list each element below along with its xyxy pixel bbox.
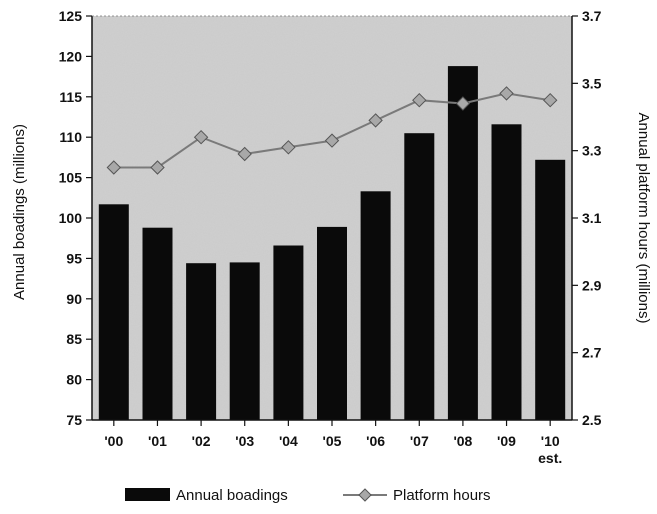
- x-tick-label-9: '09: [497, 433, 516, 449]
- bar-2: [186, 263, 217, 420]
- y-axis-title: Annual boadings (millions): [11, 124, 28, 300]
- left-tick-label-2: 85: [66, 331, 82, 347]
- bar-1: [142, 227, 173, 420]
- platform-hours-marker-3: [237, 146, 252, 162]
- left-tick-label-9: 120: [59, 48, 83, 64]
- left-tick-label-6: 105: [59, 170, 83, 186]
- left-tick-label-3: 90: [66, 291, 82, 307]
- right-tick-label-5: 3.5: [582, 75, 602, 91]
- bar-5: [317, 226, 347, 420]
- x-tick-label-1: '01: [148, 433, 167, 449]
- right-axis-ticks: 2.5 2.7 2.9 3.1 3.3 3.5 3.7: [572, 8, 602, 428]
- platform-hours-marker-10: [542, 92, 558, 108]
- platform-hours-marker-5: [324, 133, 340, 148]
- legend-swatch-bar: [125, 488, 170, 501]
- right-tick-label-4: 3.3: [582, 143, 602, 159]
- x-tick-label-7: '07: [410, 433, 429, 449]
- platform-hours-marker-4: [281, 140, 296, 155]
- legend-label-bars: Annual boadings: [176, 487, 288, 504]
- x-tick-label-8: '08: [453, 433, 472, 449]
- right-tick-label-6: 3.7: [582, 8, 602, 24]
- left-tick-label-10: 125: [59, 8, 83, 24]
- bar-4: [273, 245, 304, 420]
- left-tick-label-7: 110: [59, 129, 82, 145]
- legend: Annual boadings Platform hours: [125, 487, 491, 504]
- platform-hours-marker-7: [412, 92, 427, 108]
- left-tick-label-5: 100: [59, 210, 83, 226]
- x-tick-label-0: '00: [104, 433, 123, 449]
- bar-3: [229, 262, 260, 420]
- bars-layer: [98, 66, 566, 421]
- left-tick-label-1: 80: [66, 372, 82, 388]
- bar-8: [447, 66, 478, 420]
- x-tick-label-6: '06: [366, 433, 385, 449]
- platform-hours-marker-9: [499, 86, 514, 101]
- platform-hours-marker-2: [193, 129, 209, 145]
- platform-hours-marker-0: [106, 160, 122, 175]
- x-tick-label-5: '05: [323, 433, 342, 449]
- left-axis-ticks: 75 80 85 90 95 100 105 110 115 120 125: [59, 8, 92, 428]
- right-tick-label-1: 2.7: [582, 345, 602, 361]
- right-tick-label-2: 2.9: [582, 277, 602, 293]
- left-tick-label-8: 115: [59, 89, 82, 105]
- line-layer: [106, 86, 558, 175]
- platform-hours-marker-8: [455, 96, 471, 111]
- x-tick-label-10: '10: [541, 433, 560, 449]
- y2-axis-title: Annual platform hours (millions): [635, 113, 652, 324]
- legend-swatch-diamond: [358, 488, 372, 502]
- left-tick-label-4: 95: [66, 250, 82, 266]
- x-tick-sublabel-10: est.: [538, 450, 562, 466]
- right-tick-label-0: 2.5: [582, 412, 602, 428]
- bar-10: [535, 159, 566, 421]
- bar-0: [98, 204, 129, 420]
- bar-6: [360, 191, 391, 420]
- bar-7: [404, 133, 435, 420]
- x-tick-label-3: '03: [235, 433, 254, 449]
- left-tick-label-0: 75: [66, 412, 82, 428]
- x-tick-label-4: '04: [279, 433, 298, 449]
- right-tick-label-3: 3.1: [582, 210, 602, 226]
- legend-label-line: Platform hours: [393, 487, 491, 504]
- bar-9: [491, 124, 522, 421]
- platform-hours-marker-6: [368, 113, 383, 128]
- x-tick-label-2: '02: [192, 433, 211, 449]
- platform-hours-marker-1: [150, 160, 165, 175]
